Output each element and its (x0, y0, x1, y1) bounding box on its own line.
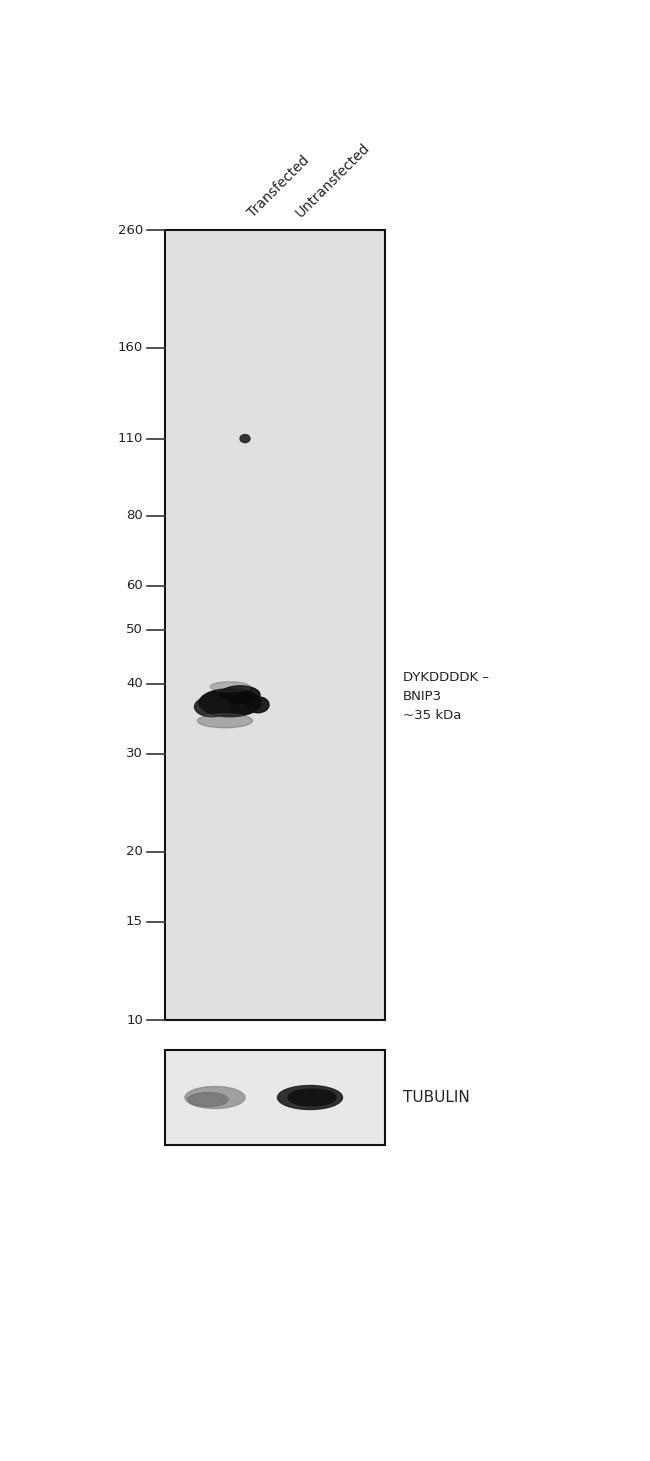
Text: 110: 110 (118, 432, 143, 446)
Text: 30: 30 (126, 747, 143, 760)
Ellipse shape (188, 1093, 228, 1106)
Text: 160: 160 (118, 342, 143, 354)
Text: TUBULIN: TUBULIN (403, 1090, 470, 1105)
Text: DYKDDDDK –
BNIP3
~35 kDa: DYKDDDDK – BNIP3 ~35 kDa (403, 671, 489, 722)
Ellipse shape (278, 1086, 343, 1109)
Ellipse shape (198, 714, 252, 728)
Ellipse shape (240, 434, 250, 443)
Bar (165, 1050, 385, 1145)
Ellipse shape (199, 688, 261, 717)
Text: 10: 10 (126, 1014, 143, 1027)
Text: 80: 80 (126, 510, 143, 522)
Ellipse shape (210, 682, 250, 691)
Bar (165, 229, 385, 1020)
Text: 15: 15 (126, 915, 143, 928)
Text: 260: 260 (118, 224, 143, 237)
Text: 40: 40 (126, 678, 143, 691)
Ellipse shape (220, 685, 260, 704)
Ellipse shape (185, 1087, 245, 1109)
Ellipse shape (194, 697, 229, 717)
Text: 20: 20 (126, 846, 143, 859)
Text: 60: 60 (126, 579, 143, 592)
Text: Untransfected: Untransfected (293, 140, 372, 221)
Text: 50: 50 (126, 624, 143, 636)
Text: Transfected: Transfected (245, 153, 312, 221)
Ellipse shape (247, 697, 269, 713)
Ellipse shape (288, 1088, 336, 1106)
